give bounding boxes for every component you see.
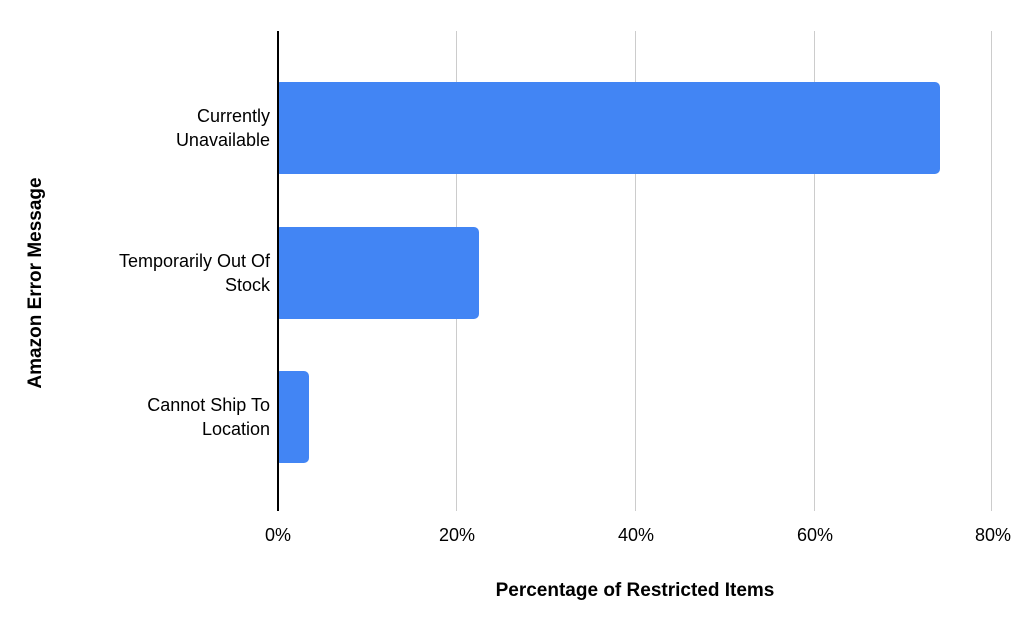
category-label-temporarily-out-of-stock: Temporarily Out Of Stock xyxy=(118,251,270,295)
x-tick-label-60: 60% xyxy=(796,525,834,545)
y-axis-title: Amazon Error Message xyxy=(25,177,46,389)
bar-temporarily-out-of-stock xyxy=(278,227,480,319)
gridline-80 xyxy=(991,31,992,511)
plot-area xyxy=(277,31,993,511)
bar-cannot-ship-to-location xyxy=(278,371,310,463)
x-tick-label-80: 80% xyxy=(974,525,1012,545)
category-label-currently-unavailable: Currently Unavailable xyxy=(175,106,270,150)
x-tick-label-0: 0% xyxy=(264,525,292,545)
category-label-cannot-ship-to-location: Cannot Ship To Location xyxy=(147,395,270,439)
x-tick-label-20: 20% xyxy=(438,525,476,545)
x-axis-title: Percentage of Restricted Items xyxy=(495,580,775,601)
value-axis-line xyxy=(277,31,279,511)
bar-currently-unavailable xyxy=(278,82,941,174)
gridline-60 xyxy=(814,31,815,511)
x-tick-label-40: 40% xyxy=(617,525,655,545)
gridline-40 xyxy=(635,31,636,511)
